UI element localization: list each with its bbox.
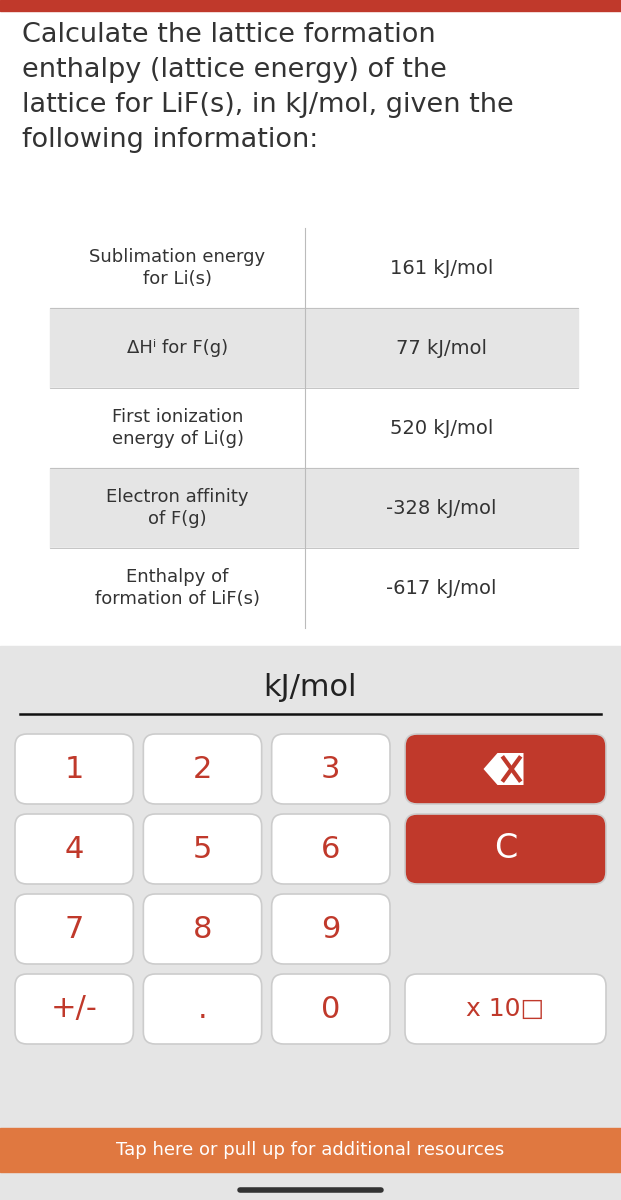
Bar xyxy=(0,646,621,1200)
FancyBboxPatch shape xyxy=(15,814,134,884)
FancyBboxPatch shape xyxy=(143,734,261,804)
Text: 3: 3 xyxy=(321,755,340,784)
FancyBboxPatch shape xyxy=(15,974,134,1044)
FancyBboxPatch shape xyxy=(143,814,261,884)
Bar xyxy=(50,468,578,548)
Bar xyxy=(50,548,578,628)
Bar xyxy=(0,0,621,11)
Text: First ionization
energy of Li(g): First ionization energy of Li(g) xyxy=(112,408,243,449)
FancyBboxPatch shape xyxy=(405,974,606,1044)
FancyBboxPatch shape xyxy=(143,974,261,1044)
Text: 9: 9 xyxy=(321,914,340,943)
Text: ΔHⁱ for F(g): ΔHⁱ for F(g) xyxy=(127,338,228,358)
FancyBboxPatch shape xyxy=(143,894,261,964)
Text: 520 kJ/mol: 520 kJ/mol xyxy=(390,419,493,438)
Text: .: . xyxy=(197,995,207,1024)
Text: 8: 8 xyxy=(193,914,212,943)
Bar xyxy=(50,228,578,308)
Text: kJ/mol: kJ/mol xyxy=(264,673,357,702)
Text: 0: 0 xyxy=(321,995,340,1024)
Bar xyxy=(50,308,578,388)
FancyBboxPatch shape xyxy=(271,974,390,1044)
Text: Calculate the lattice formation
enthalpy (lattice energy) of the
lattice for LiF: Calculate the lattice formation enthalpy… xyxy=(22,22,514,152)
Text: C: C xyxy=(494,833,517,865)
Text: 6: 6 xyxy=(321,834,340,864)
Text: Sublimation energy
for Li(s): Sublimation energy for Li(s) xyxy=(89,247,266,288)
Text: Electron affinity
of F(g): Electron affinity of F(g) xyxy=(106,487,249,528)
FancyBboxPatch shape xyxy=(405,734,606,804)
Text: -617 kJ/mol: -617 kJ/mol xyxy=(386,578,497,598)
Polygon shape xyxy=(484,754,524,785)
FancyBboxPatch shape xyxy=(271,894,390,964)
Text: Tap here or pull up for additional resources: Tap here or pull up for additional resou… xyxy=(116,1141,505,1159)
Bar xyxy=(50,388,578,468)
Text: 2: 2 xyxy=(193,755,212,784)
Text: 161 kJ/mol: 161 kJ/mol xyxy=(390,258,493,277)
Bar xyxy=(0,1128,621,1172)
Text: 77 kJ/mol: 77 kJ/mol xyxy=(396,338,487,358)
Text: x 10□: x 10□ xyxy=(466,997,545,1021)
FancyBboxPatch shape xyxy=(15,894,134,964)
Text: Enthalpy of
formation of LiF(s): Enthalpy of formation of LiF(s) xyxy=(95,568,260,608)
Text: -328 kJ/mol: -328 kJ/mol xyxy=(386,498,497,517)
FancyBboxPatch shape xyxy=(271,814,390,884)
FancyBboxPatch shape xyxy=(405,814,606,884)
FancyBboxPatch shape xyxy=(15,734,134,804)
Text: 1: 1 xyxy=(65,755,84,784)
FancyBboxPatch shape xyxy=(271,734,390,804)
Text: 7: 7 xyxy=(65,914,84,943)
Text: 4: 4 xyxy=(65,834,84,864)
Text: 5: 5 xyxy=(193,834,212,864)
Text: +/-: +/- xyxy=(51,995,97,1024)
